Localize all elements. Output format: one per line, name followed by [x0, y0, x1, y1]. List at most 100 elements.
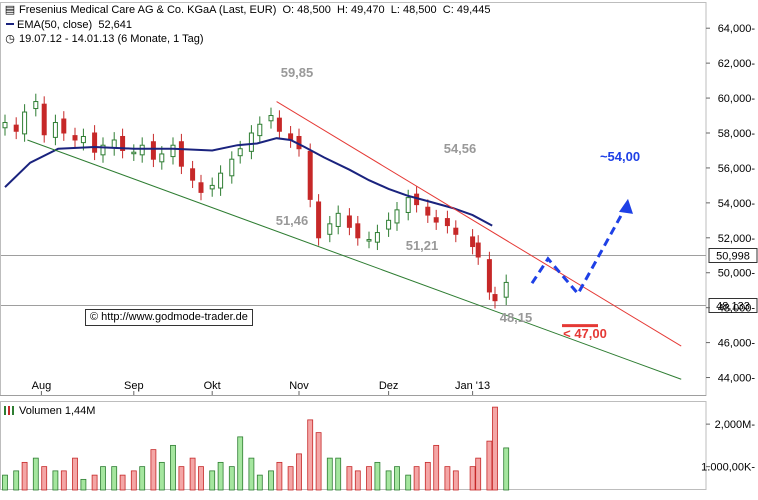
volume-bar [405, 474, 412, 491]
date-axis: Aug Sep Okt Nov Dez Jan '13 [0, 380, 706, 396]
candle-body [111, 139, 117, 149]
volume-bar [13, 470, 20, 491]
price-annotation: < 47,00 [563, 326, 607, 341]
date-axis-label: Aug [32, 380, 52, 392]
volume-bar [268, 470, 274, 491]
volume-bar [72, 457, 78, 491]
volume-bar [80, 478, 87, 491]
volume-bar [209, 470, 216, 491]
volume-bar [433, 444, 440, 491]
price-annotation: 54,56 [444, 141, 477, 156]
volume-bar [469, 466, 476, 491]
candle-body [190, 168, 196, 181]
volume-bar [150, 449, 157, 491]
volume-bar [21, 461, 28, 491]
candle-body [120, 135, 126, 151]
volume-bar [248, 457, 255, 491]
candle-body [100, 144, 106, 156]
date-range: 19.07.12 - 14.01.13 (6 Monate, 1 Tag) [19, 33, 204, 45]
candle-body [386, 219, 392, 230]
volume-bar [326, 457, 333, 491]
reference-value-box [708, 248, 758, 263]
volume-bar [256, 474, 263, 491]
candle-body [131, 151, 137, 155]
candle-body [170, 144, 176, 158]
candle-body [486, 259, 492, 293]
volume-bar [158, 461, 165, 491]
candle-body [80, 135, 86, 144]
volume-bar [130, 470, 137, 491]
volume-bar [503, 447, 510, 491]
copyright-watermark[interactable]: © http://www.godmode-trader.de [85, 309, 253, 326]
candle-body [327, 223, 333, 235]
candle-body [257, 123, 263, 137]
instrument-name: Fresenius Medical Care AG & Co. KGaA (La… [19, 4, 277, 16]
candle-body [470, 236, 476, 248]
volume-bar [335, 457, 342, 491]
volume-legend: Volumen 1,44M [4, 405, 95, 418]
candle-body [61, 118, 67, 134]
price-axis: 44,000- 46,000- 48,000- 50,000- 52,000- 54,00… [706, 23, 756, 385]
legend-range-row: ◷ 19.07.12 - 14.01.13 (6 Monate, 1 Tag) [4, 33, 203, 46]
candle-body [159, 153, 165, 163]
low-value: L: 48,500 [390, 4, 437, 16]
volume-axis-label: 1.000,00K- [701, 462, 755, 474]
candle-body [316, 201, 322, 239]
candle-body [33, 101, 39, 110]
volume-axis: 2,000M- 1.000,00K- [701, 419, 755, 474]
volume-bar [119, 474, 126, 491]
candle-body [41, 103, 47, 136]
candle-body [355, 223, 361, 239]
volume-bar [486, 440, 493, 491]
volume-bar [475, 457, 482, 491]
volume-bar [52, 470, 59, 491]
candle-body [218, 172, 224, 189]
price-axis-label: 46,000- [718, 338, 756, 350]
volume-bar [217, 461, 224, 491]
ohlc-bars-icon: ▤ [4, 4, 16, 16]
candlestick-series [2, 93, 509, 309]
volume-panel-border [0, 401, 707, 490]
ema-label: EMA(50, close) [17, 19, 93, 31]
volume-bar [424, 461, 431, 491]
volume-bars [2, 406, 510, 491]
volume-bar [100, 466, 106, 491]
price-annotation: ~54,00 [600, 149, 640, 164]
date-axis-label: Dez [379, 380, 399, 392]
trendline-upper [276, 101, 682, 347]
volume-bar [287, 466, 294, 491]
price-axis-label: 60,000- [718, 93, 756, 105]
ema-line-icon [6, 23, 14, 26]
volume-label: Volumen 1,44M [19, 405, 96, 417]
forecast-arrowhead [619, 198, 633, 214]
volume-bar [189, 457, 196, 491]
price-annotation: 51,21 [406, 238, 439, 253]
volume-bar [178, 466, 185, 491]
ema-line [4, 137, 493, 227]
candle-body [335, 212, 341, 227]
candle-body [475, 242, 481, 258]
volume-bar [170, 444, 176, 491]
candle-body [2, 122, 8, 129]
volume-bar [237, 436, 244, 491]
price-annotation: 51,46 [276, 213, 309, 228]
volume-bar [492, 406, 498, 491]
price-axis-label: 50,000- [718, 268, 756, 280]
price-axis-label: 44,000- [718, 373, 756, 385]
ema-value: 52,641 [98, 19, 132, 31]
volume-bar [91, 474, 98, 491]
legend-instrument-row: ▤ Fresenius Medical Care AG & Co. KGaA (L… [4, 4, 491, 17]
volume-bar [374, 461, 381, 491]
price-annotations: 59,85 54,56 51,46 51,21 48,15 ~54,00 < 47,00 [276, 65, 640, 341]
candle-body [229, 158, 235, 177]
price-annotation: 59,85 [281, 65, 314, 80]
price-axis-label: 56,000- [718, 163, 756, 175]
volume-bar [307, 419, 314, 491]
volume-bar [276, 461, 283, 491]
volume-bar [2, 474, 8, 491]
forecast-path [530, 198, 633, 328]
price-annotation: 48,15 [500, 310, 533, 325]
volume-bar [366, 466, 372, 491]
legend-ema-row: EMA(50, close) 52,641 [4, 19, 132, 32]
volume-bar [354, 470, 361, 491]
